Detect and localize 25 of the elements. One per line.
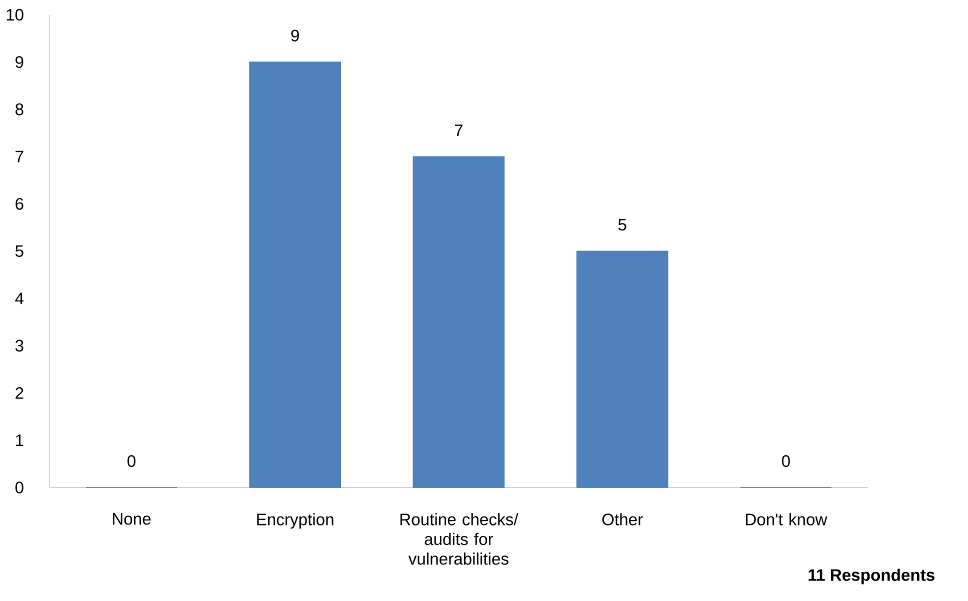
y-tick-label: 8	[16, 103, 24, 116]
y-tick-label: 9	[16, 56, 24, 68]
data-label: 7	[454, 124, 462, 136]
x-tick-label: Routine checks/ audits for vulnerabilities	[400, 513, 518, 565]
y-tick-label: 7	[16, 150, 24, 162]
bar	[249, 62, 342, 488]
text: 11 Respondents	[808, 568, 934, 584]
data-label: 0	[128, 455, 136, 467]
y-tick-label: 5	[15, 245, 24, 257]
y-tick-label: 3	[15, 340, 24, 352]
x-tick-label: None	[112, 513, 151, 525]
bar	[412, 156, 505, 488]
data-label: 0	[782, 455, 790, 467]
y-tick-label: 6	[16, 198, 24, 210]
x-tick-label: Encryption	[257, 513, 334, 529]
y-tick-label: 4	[15, 292, 24, 304]
bar	[576, 250, 668, 488]
data-label: 5	[618, 218, 626, 231]
x-tick-label: Don't know	[746, 513, 828, 526]
y-tick-label: 2	[16, 387, 24, 399]
x-tick-label: Other	[602, 513, 643, 526]
y-tick-label: 0	[15, 482, 24, 494]
data-label: 9	[291, 30, 299, 42]
y-tick-label: 10	[6, 8, 24, 21]
y-tick-label: 1	[16, 434, 24, 446]
